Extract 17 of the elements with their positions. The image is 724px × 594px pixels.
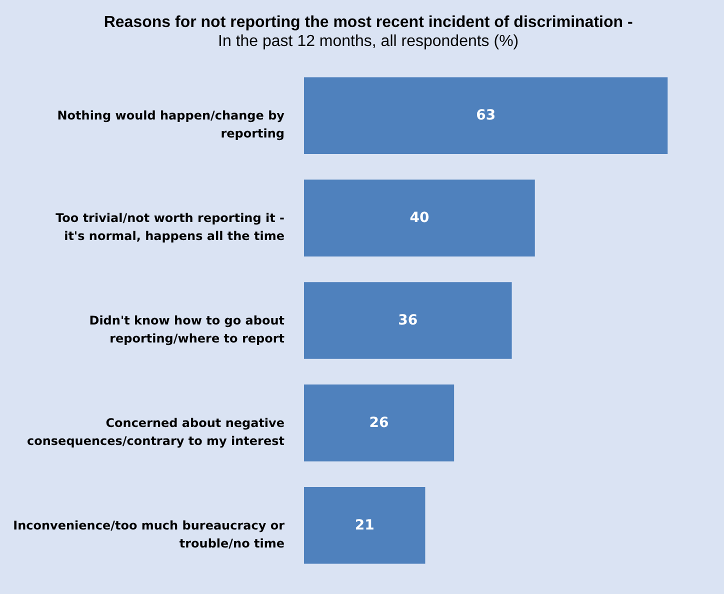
y-tick-label: Nothing would happen/change by reporting	[57, 108, 285, 141]
y-tick-label: Concerned about negative consequences/contrary to my interest	[27, 416, 285, 448]
data-label: 63	[476, 108, 496, 124]
bar	[304, 282, 512, 359]
chart-title: Reasons for not reporting the most recent incident of discrimination -	[104, 14, 633, 31]
bar	[304, 180, 535, 256]
y-tick-label: Didn't know how to go about reporting/where to report	[89, 314, 285, 346]
data-label: 40	[410, 210, 430, 226]
y-tick-label: Too trivial/not worth reporting it - it's normal, happens all the time	[56, 211, 285, 244]
bar	[304, 486, 426, 564]
data-label: 21	[354, 517, 374, 534]
data-label: 26	[369, 414, 389, 431]
chart-subtitle: In the past 12 months, all respondents (%)	[218, 33, 519, 50]
bar	[304, 77, 668, 154]
data-label: 36	[398, 312, 418, 328]
bar	[304, 384, 454, 462]
y-tick-label: Inconvenience/too much bureaucracy or trouble/no time	[13, 518, 285, 550]
